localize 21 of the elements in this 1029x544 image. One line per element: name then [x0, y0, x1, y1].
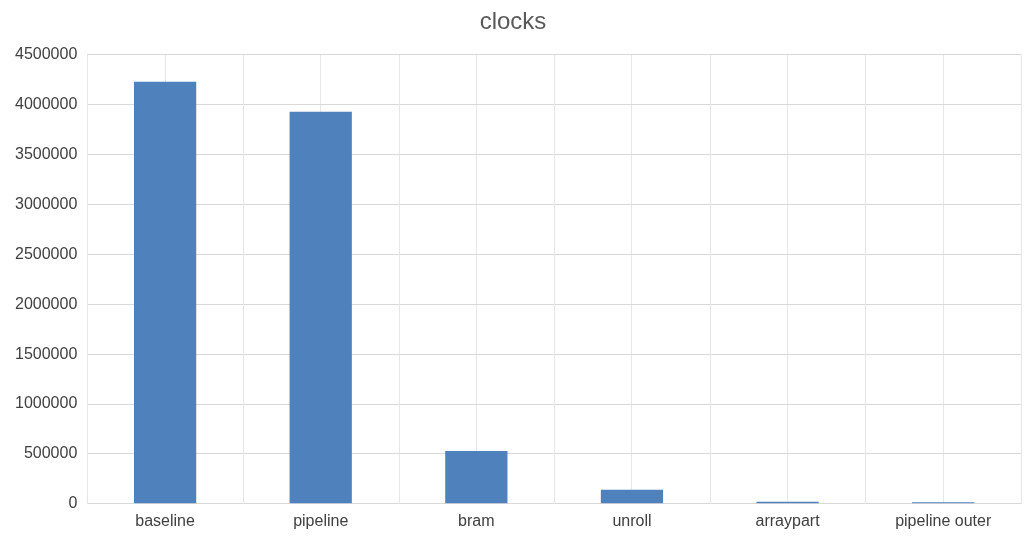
y-tick-label: 1000000 [14, 394, 78, 412]
y-tick-label: 3000000 [14, 194, 78, 212]
y-tick-label: 4000000 [14, 95, 78, 113]
x-tick-label: unroll [612, 511, 652, 529]
y-tick-label: 2000000 [14, 294, 78, 312]
x-tick-label: arraypart [755, 511, 821, 529]
x-tick-label: bram [458, 511, 495, 529]
bar [600, 489, 664, 504]
x-tick-label: pipeline [293, 511, 349, 529]
bar [289, 111, 352, 504]
chart-title: clocks [479, 7, 547, 35]
y-tick-label: 3500000 [14, 144, 78, 162]
bar [445, 450, 508, 504]
y-tick-label: 2500000 [14, 244, 78, 262]
x-tick-label: baseline [135, 511, 195, 529]
y-tick-label: 1500000 [14, 344, 78, 362]
x-tick-label: pipeline outer [895, 511, 992, 529]
y-tick-label: 0 [68, 494, 78, 512]
y-tick-label: 4500000 [14, 45, 78, 63]
bar [133, 81, 197, 504]
y-tick-label: 500000 [23, 444, 78, 462]
